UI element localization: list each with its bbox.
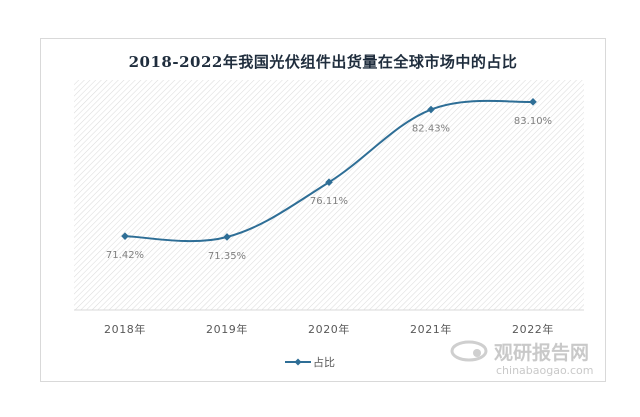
watermark-logo-icon xyxy=(450,340,488,362)
data-point-marker xyxy=(223,233,231,241)
data-labels: 71.42% 71.35% 76.11% 82.43% 83.10% xyxy=(106,116,552,262)
data-label: 83.10% xyxy=(514,116,552,127)
x-tick-label: 2018年 xyxy=(104,322,146,336)
x-tick-labels: 2018年 2019年 2020年 2021年 2022年 xyxy=(104,322,554,336)
plot-area xyxy=(74,80,584,310)
legend: 占比 xyxy=(285,355,335,369)
x-tick-label: 2019年 xyxy=(206,322,248,336)
chart-title: 2018-2022年我国光伏组件出货量在全球市场中的占比 xyxy=(128,53,518,71)
data-label: 71.42% xyxy=(106,250,144,261)
series-markers xyxy=(121,98,537,241)
data-label: 76.11% xyxy=(310,196,348,207)
x-tick-label: 2020年 xyxy=(308,322,350,336)
data-point-marker xyxy=(325,178,333,187)
watermark-brand: 观研报告网 xyxy=(494,341,589,364)
data-point-marker xyxy=(427,105,435,114)
legend-diamond-icon xyxy=(294,358,302,366)
watermark: 观研报告网 chinabaogao.com xyxy=(450,340,594,377)
data-label: 82.43% xyxy=(412,124,450,135)
data-point-marker xyxy=(121,232,129,240)
watermark-url: chinabaogao.com xyxy=(496,364,594,377)
x-tick-label: 2021年 xyxy=(410,322,452,336)
data-point-marker xyxy=(529,98,537,106)
data-label: 71.35% xyxy=(208,251,246,262)
x-tick-label: 2022年 xyxy=(512,322,554,336)
legend-label: 占比 xyxy=(313,355,335,369)
